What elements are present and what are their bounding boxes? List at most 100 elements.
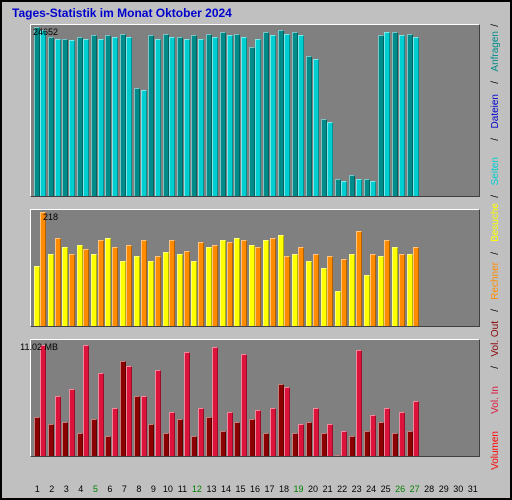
bar <box>249 419 255 456</box>
legend-item: Volumen <box>490 431 501 470</box>
bar <box>335 179 341 196</box>
bar <box>220 240 226 326</box>
bar <box>392 32 398 196</box>
x-tick: 31 <box>465 484 480 494</box>
bar <box>105 35 111 196</box>
bar <box>364 275 370 326</box>
bar <box>177 419 183 456</box>
bar <box>306 56 312 196</box>
bar <box>413 37 419 196</box>
x-tick: 10 <box>161 484 176 494</box>
bar <box>227 35 233 196</box>
bar <box>91 254 97 326</box>
bar <box>184 39 190 196</box>
bar <box>378 422 384 457</box>
bar <box>91 419 97 456</box>
chart-container: Tages-Statistik im Monat Oktober 2024 12… <box>0 0 512 500</box>
x-tick: 20 <box>306 484 321 494</box>
bar <box>155 256 161 326</box>
bar <box>356 350 362 457</box>
bar <box>298 35 304 196</box>
bar <box>55 396 61 456</box>
bar <box>112 408 118 457</box>
bar <box>184 251 190 327</box>
bar <box>120 361 126 456</box>
bar <box>270 35 276 196</box>
bar <box>169 37 175 196</box>
bar <box>220 32 226 196</box>
x-tick: 4 <box>74 484 89 494</box>
bar <box>407 34 413 196</box>
bar <box>278 30 284 196</box>
x-tick: 5 <box>88 484 103 494</box>
x-tick: 28 <box>422 484 437 494</box>
x-tick: 9 <box>146 484 161 494</box>
x-tick: 8 <box>132 484 147 494</box>
bar <box>155 370 161 456</box>
x-axis: 1234567891011121314151617181920212223242… <box>30 484 480 494</box>
bar <box>227 242 233 326</box>
bar <box>191 35 197 196</box>
legend-item: Dateien <box>490 94 501 128</box>
x-tick: 14 <box>219 484 234 494</box>
bar <box>198 408 204 457</box>
bar <box>298 247 304 326</box>
bar <box>241 240 247 326</box>
x-tick: 17 <box>262 484 277 494</box>
bar <box>292 32 298 196</box>
bar <box>62 422 68 457</box>
bar <box>69 389 75 456</box>
x-tick: 19 <box>291 484 306 494</box>
bar <box>278 384 284 456</box>
bar <box>148 261 154 326</box>
x-tick: 22 <box>335 484 350 494</box>
bar <box>327 424 333 457</box>
bar <box>370 254 376 326</box>
bar <box>255 410 261 457</box>
chart-panel <box>30 339 480 457</box>
bar <box>55 238 61 326</box>
x-tick: 29 <box>436 484 451 494</box>
bar <box>263 433 269 456</box>
bar <box>399 35 405 196</box>
x-tick: 15 <box>233 484 248 494</box>
bar <box>40 345 46 457</box>
bar <box>399 412 405 456</box>
y-axis-label: 11.02 MB <box>20 342 58 352</box>
bar <box>163 252 169 326</box>
bar <box>48 254 54 326</box>
y-axis-label: 24652 <box>33 27 58 37</box>
legend-item: Seiten <box>490 157 501 185</box>
legend-item: Vol. Out <box>490 321 501 357</box>
legend-separator: / <box>490 309 501 312</box>
bar <box>378 256 384 326</box>
bar <box>134 88 140 196</box>
legend-separator: / <box>490 81 501 84</box>
x-tick: 6 <box>103 484 118 494</box>
bar <box>155 39 161 196</box>
chart-area <box>30 24 480 479</box>
bar <box>384 408 390 457</box>
bar <box>34 266 40 326</box>
x-tick: 13 <box>204 484 219 494</box>
bar <box>212 245 218 326</box>
bar <box>270 238 276 326</box>
bar <box>105 238 111 326</box>
bar <box>313 408 319 457</box>
legend-sidebar: Anfragen/Dateien/Seiten/Besuche/Rechner/… <box>486 24 508 476</box>
bar <box>206 34 212 196</box>
bar <box>126 366 132 457</box>
bar <box>370 181 376 196</box>
legend-item: Rechner <box>490 262 501 300</box>
bar <box>284 34 290 196</box>
bar <box>263 240 269 326</box>
bar <box>120 34 126 196</box>
x-tick: 27 <box>407 484 422 494</box>
bar <box>298 424 304 457</box>
legend-item: Besuche <box>490 203 501 242</box>
bar <box>62 39 68 196</box>
bar <box>313 254 319 326</box>
bar <box>62 247 68 326</box>
bar <box>399 254 405 326</box>
bar <box>241 37 247 196</box>
